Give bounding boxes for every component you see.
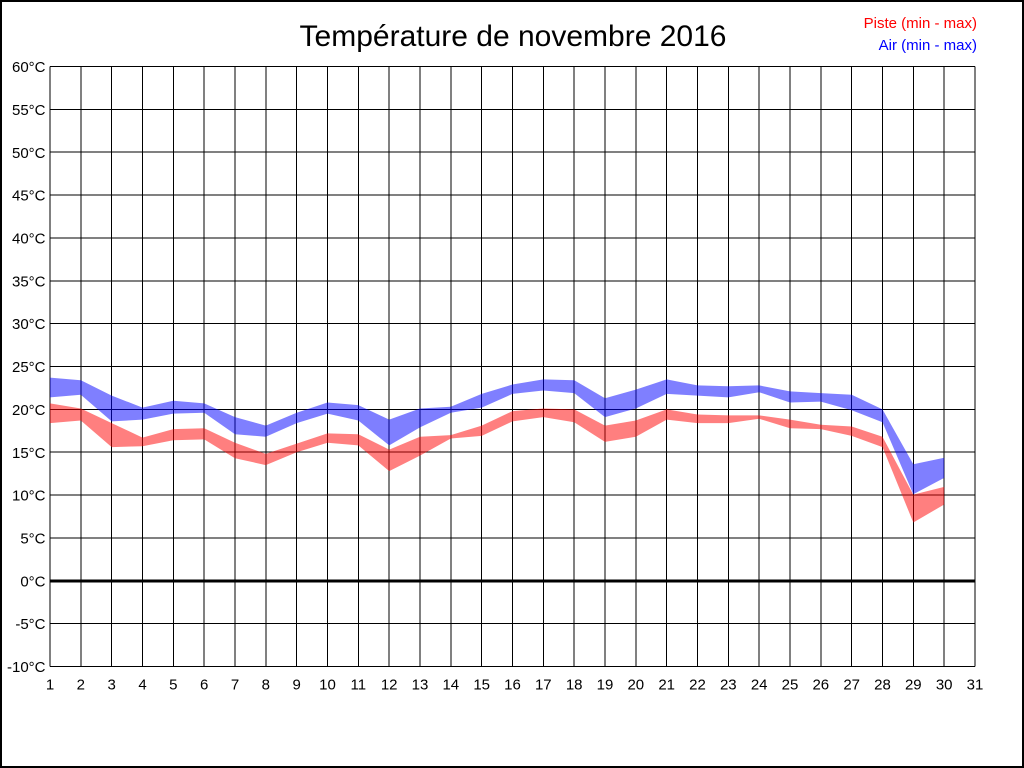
svg-text:30: 30 (936, 676, 953, 693)
svg-text:22: 22 (689, 676, 706, 693)
svg-text:28: 28 (874, 676, 891, 693)
svg-text:6: 6 (200, 676, 208, 693)
svg-text:45°C: 45°C (12, 188, 46, 205)
svg-text:27: 27 (843, 676, 860, 693)
svg-text:17: 17 (535, 676, 552, 693)
svg-text:40°C: 40°C (12, 231, 46, 248)
svg-text:10: 10 (319, 676, 336, 693)
svg-text:11: 11 (351, 676, 367, 693)
svg-text:19: 19 (597, 676, 614, 693)
svg-text:13: 13 (412, 676, 429, 693)
svg-text:0°C: 0°C (20, 573, 45, 590)
svg-text:31: 31 (967, 676, 984, 693)
svg-text:18: 18 (566, 676, 583, 693)
svg-text:Température de novembre 2016: Température de novembre 2016 (300, 20, 727, 53)
svg-text:20°C: 20°C (12, 402, 46, 419)
svg-text:5: 5 (169, 676, 177, 693)
svg-text:24: 24 (751, 676, 768, 693)
svg-text:3: 3 (108, 676, 116, 693)
svg-text:Piste (min - max): Piste (min - max) (864, 15, 977, 32)
svg-text:15: 15 (473, 676, 490, 693)
svg-text:55°C: 55°C (12, 102, 46, 119)
svg-text:21: 21 (658, 676, 675, 693)
svg-text:50°C: 50°C (12, 145, 46, 162)
svg-text:15°C: 15°C (12, 445, 46, 462)
svg-text:25°C: 25°C (12, 359, 46, 376)
svg-text:29: 29 (905, 676, 922, 693)
svg-text:14: 14 (442, 676, 459, 693)
svg-text:4: 4 (138, 676, 146, 693)
svg-text:2: 2 (77, 676, 85, 693)
svg-text:8: 8 (262, 676, 270, 693)
svg-text:20: 20 (627, 676, 644, 693)
svg-text:-5°C: -5°C (15, 616, 45, 633)
svg-text:1: 1 (46, 676, 54, 693)
svg-text:10°C: 10°C (12, 488, 46, 505)
svg-text:9: 9 (293, 676, 301, 693)
svg-text:16: 16 (504, 676, 521, 693)
svg-text:Air (min - max): Air (min - max) (879, 37, 977, 54)
svg-text:12: 12 (381, 676, 398, 693)
svg-text:35°C: 35°C (12, 273, 46, 290)
svg-text:25: 25 (782, 676, 799, 693)
svg-text:7: 7 (231, 676, 239, 693)
svg-text:26: 26 (812, 676, 829, 693)
svg-text:30°C: 30°C (12, 316, 46, 333)
svg-text:60°C: 60°C (12, 59, 46, 76)
svg-text:5°C: 5°C (20, 531, 45, 548)
svg-text:23: 23 (720, 676, 737, 693)
svg-text:-10°C: -10°C (7, 659, 46, 676)
